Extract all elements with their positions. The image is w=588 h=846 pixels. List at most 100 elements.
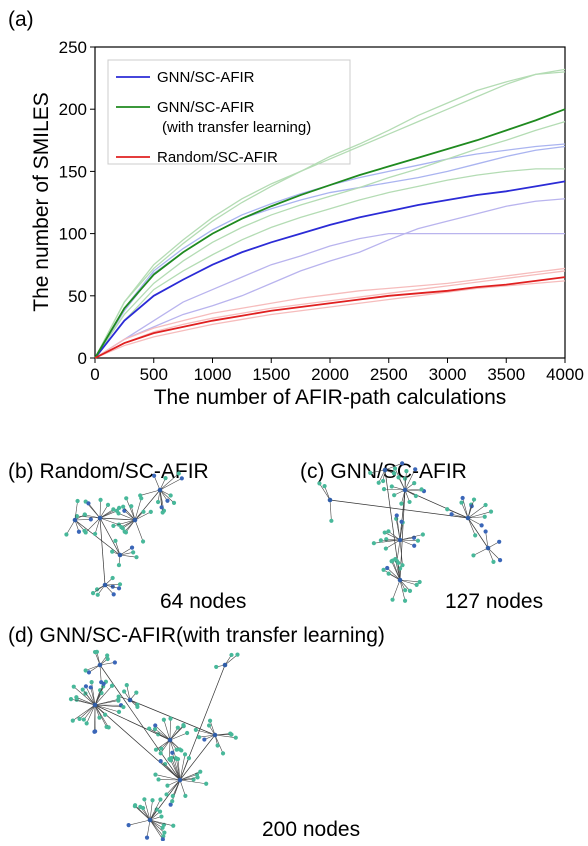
- x-tick-label: 3000: [429, 365, 467, 384]
- node: [381, 479, 385, 483]
- node: [158, 809, 162, 813]
- edge: [100, 665, 180, 780]
- node: [177, 471, 181, 475]
- edge: [488, 548, 500, 560]
- node: [98, 516, 103, 521]
- y-tick-label: 250: [59, 38, 87, 57]
- node: [121, 705, 125, 709]
- node: [117, 710, 121, 714]
- network-graphs: [64, 461, 502, 841]
- node: [93, 650, 97, 654]
- node: [90, 680, 94, 684]
- node: [215, 743, 219, 747]
- y-tick-label: 200: [59, 100, 87, 119]
- node: [125, 683, 129, 687]
- node: [134, 555, 138, 559]
- x-axis-label: The number of AFIR-path calculations: [154, 386, 507, 409]
- edge: [135, 520, 143, 542]
- node: [204, 782, 208, 786]
- node: [176, 726, 180, 730]
- node: [181, 723, 185, 727]
- x-tick-label: 4000: [546, 365, 584, 384]
- edge: [330, 500, 331, 521]
- node: [118, 582, 122, 586]
- node: [160, 505, 164, 509]
- node: [383, 468, 388, 473]
- node: [404, 469, 408, 473]
- legend-label: (with transfer learning): [162, 119, 311, 136]
- node: [183, 752, 187, 756]
- node: [97, 715, 101, 719]
- node: [156, 777, 160, 781]
- node: [171, 824, 175, 828]
- node: [317, 481, 321, 485]
- node: [379, 538, 383, 542]
- node: [141, 510, 145, 514]
- node: [122, 689, 126, 693]
- node: [385, 566, 389, 570]
- run-line: [95, 281, 565, 358]
- y-tick-label: 100: [59, 225, 87, 244]
- node: [158, 797, 162, 801]
- node: [71, 719, 75, 723]
- node: [399, 502, 403, 506]
- node: [449, 512, 453, 516]
- node: [150, 798, 154, 802]
- node: [202, 737, 206, 741]
- run-line: [95, 169, 565, 358]
- node: [329, 519, 333, 523]
- node: [165, 784, 169, 788]
- node: [480, 523, 484, 527]
- x-tick-label: 2500: [370, 365, 408, 384]
- node: [381, 568, 385, 572]
- edge: [147, 820, 150, 838]
- node: [170, 751, 174, 755]
- node: [129, 504, 133, 508]
- node: [413, 467, 417, 471]
- node: [214, 665, 218, 669]
- node: [415, 583, 419, 587]
- node: [145, 836, 149, 840]
- node: [75, 499, 79, 503]
- node: [387, 572, 391, 576]
- node: [396, 561, 400, 565]
- node: [147, 726, 151, 730]
- network-caption: 200 nodes: [262, 818, 360, 841]
- node: [86, 501, 90, 505]
- node: [128, 698, 133, 703]
- node: [235, 653, 239, 657]
- node: [196, 775, 200, 779]
- edge: [180, 780, 185, 796]
- x-tick-label: 1500: [252, 365, 290, 384]
- node: [396, 475, 400, 479]
- node: [398, 578, 403, 583]
- node: [106, 657, 110, 661]
- node: [117, 694, 121, 698]
- node: [116, 511, 120, 515]
- x-tick-label: 1000: [194, 365, 232, 384]
- edge: [397, 515, 400, 540]
- node: [445, 507, 449, 511]
- node: [156, 500, 160, 504]
- node: [99, 680, 103, 684]
- node: [98, 663, 103, 668]
- node: [121, 505, 125, 509]
- node: [154, 748, 158, 752]
- node: [403, 488, 408, 493]
- node: [390, 598, 394, 602]
- edge: [113, 520, 135, 526]
- node: [83, 512, 87, 516]
- node: [185, 731, 189, 735]
- node: [207, 723, 211, 727]
- edge: [180, 754, 185, 780]
- node: [497, 540, 501, 544]
- node: [398, 538, 403, 543]
- node: [160, 826, 164, 830]
- node: [392, 493, 396, 497]
- node: [64, 532, 68, 536]
- node: [133, 518, 138, 523]
- edge: [120, 555, 136, 557]
- y-tick-label: 0: [78, 349, 87, 368]
- node: [382, 487, 386, 491]
- node: [69, 697, 73, 701]
